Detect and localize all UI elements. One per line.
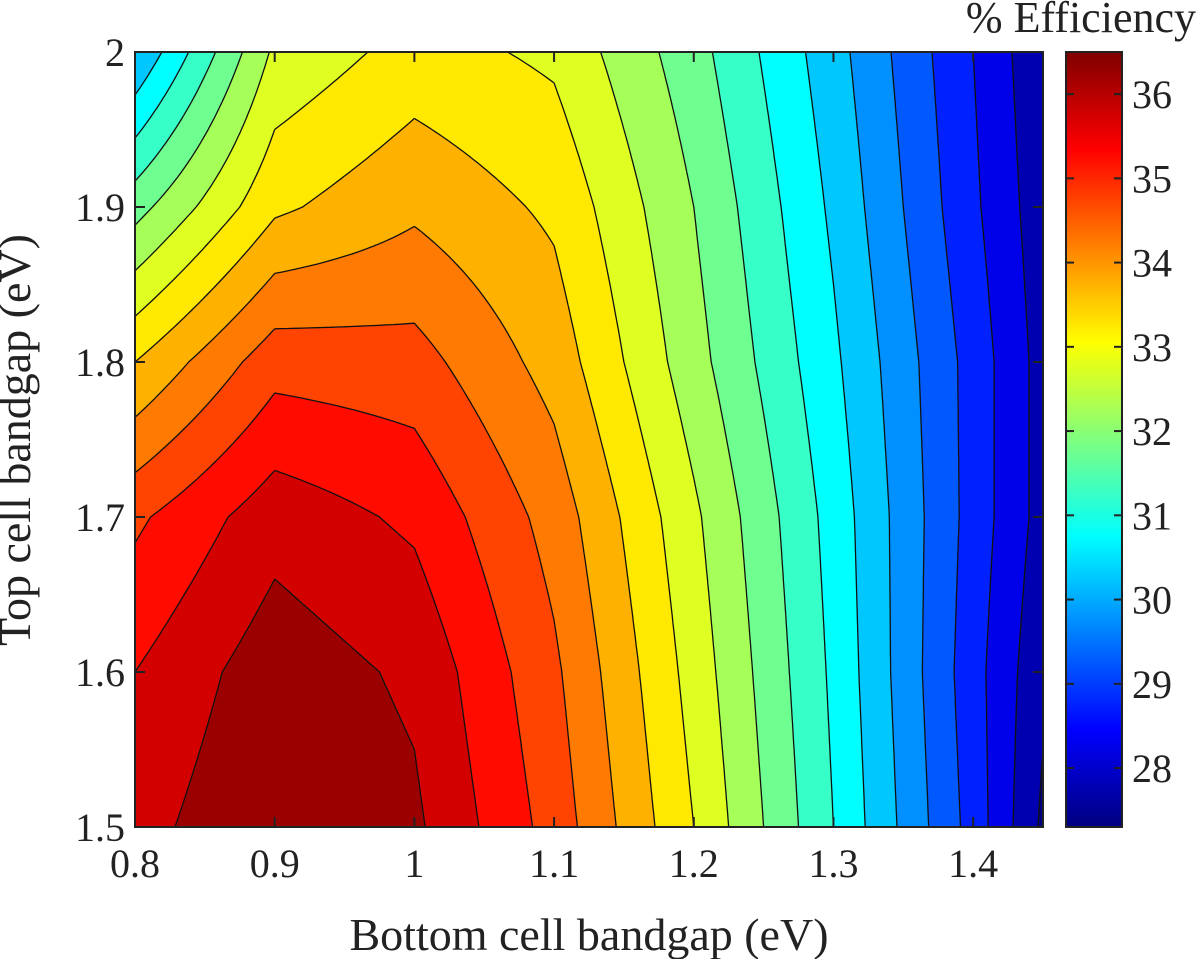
contour-line [890, 52, 930, 827]
x-tick-label: 1.4 [948, 841, 998, 886]
contour-line [135, 225, 617, 827]
y-axis-label: Top cell bandgap (eV) [0, 234, 40, 646]
colorbar: 28 29 30 31 32 33 34 35 36 % Efficiency [966, 0, 1196, 828]
x-tick-label: 1.3 [808, 841, 858, 886]
x-tick-label: 0.8 [110, 841, 160, 886]
colorbar-gradient [1066, 52, 1122, 827]
y-tick-label: 2 [105, 30, 125, 75]
contour-line [135, 322, 579, 827]
y-axis: 1.5 1.6 1.7 1.8 1.9 2 [75, 30, 1043, 850]
x-tick-label: 1 [404, 841, 424, 886]
colorbar-tick-label: 30 [1132, 578, 1172, 623]
contour-line [135, 52, 800, 827]
contour-line [1011, 52, 1030, 827]
colorbar-ticks: 28 29 30 31 32 33 34 35 36 [1066, 72, 1172, 791]
colorbar-tick-label: 32 [1132, 409, 1172, 454]
y-tick-label: 1.7 [75, 495, 125, 540]
colorbar-tick-label: 35 [1132, 156, 1172, 201]
colorbar-tick-label: 33 [1132, 325, 1172, 370]
colorbar-tick-label: 31 [1132, 493, 1172, 538]
x-axis-label: Bottom cell bandgap (eV) [349, 909, 828, 959]
x-axis: 0.8 0.9 1 1.1 1.2 1.3 1.4 [110, 52, 998, 886]
x-tick-label: 0.9 [250, 841, 300, 886]
y-tick-label: 1.9 [75, 185, 125, 230]
contour-line [972, 52, 995, 827]
colorbar-tick-label: 34 [1132, 241, 1172, 286]
contour-line [849, 52, 898, 827]
contour-line [135, 52, 765, 827]
colorbar-tick-label: 29 [1132, 662, 1172, 707]
x-tick-label: 1.2 [669, 841, 719, 886]
plot-area [134, 51, 1044, 828]
colorbar-frame [1065, 51, 1123, 828]
y-tick-label: 1.5 [75, 805, 125, 850]
y-tick-label: 1.8 [75, 340, 125, 385]
contour-line [135, 469, 480, 827]
contour-line [135, 392, 534, 827]
contour-line [931, 52, 962, 827]
x-tick-label: 1.1 [529, 841, 579, 886]
contour-fill [135, 52, 1043, 827]
contour-line [135, 117, 656, 827]
contour-line [135, 52, 866, 827]
plot-frame [134, 51, 1044, 828]
contour-lines [135, 52, 1043, 827]
colorbar-title: % Efficiency [966, 0, 1196, 42]
contour-line [174, 578, 426, 827]
contour-line [135, 52, 730, 827]
y-tick-label: 1.6 [75, 650, 125, 695]
colorbar-tick-label: 28 [1132, 746, 1172, 791]
colorbar-tick-label: 36 [1132, 72, 1172, 117]
